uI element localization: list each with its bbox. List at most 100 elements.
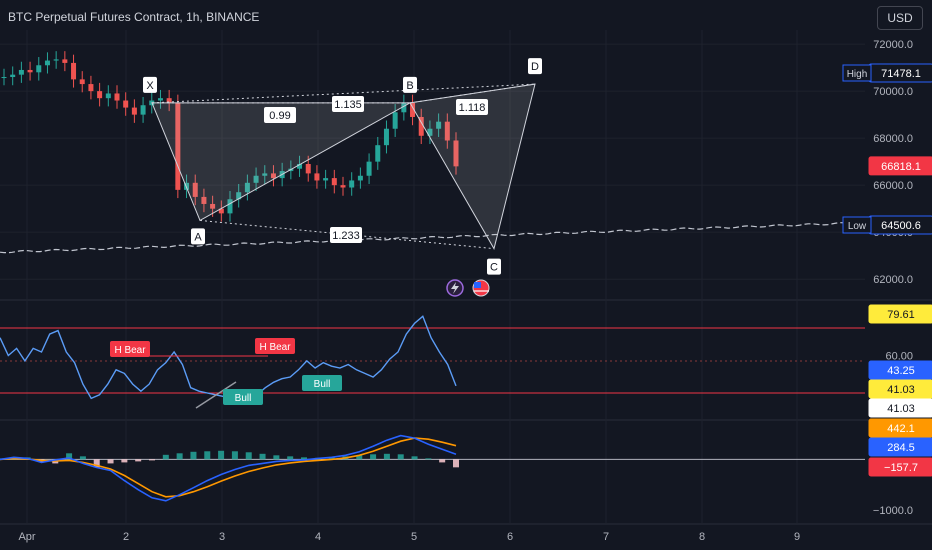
candle-body	[44, 60, 50, 66]
pattern-ratio: 1.233	[330, 227, 362, 243]
macd-value-tag: −157.7	[868, 457, 932, 477]
candle	[175, 94, 181, 199]
lightning-icon	[446, 279, 464, 297]
candle-body	[270, 173, 276, 179]
pattern-bcd	[409, 83, 536, 250]
candle-body	[97, 91, 103, 99]
candle-body	[1, 77, 7, 79]
x-tick-label: 2	[123, 531, 129, 543]
pattern-point-label: B	[406, 80, 413, 92]
x-tick-label: 6	[507, 531, 513, 543]
candle-body	[444, 121, 450, 141]
macd-histogram-bar	[273, 455, 280, 460]
pattern-ratio-label: 1.118	[459, 102, 486, 114]
candle-body	[244, 182, 250, 193]
candle	[62, 51, 68, 72]
pattern-point-label: A	[194, 231, 202, 243]
candle	[79, 71, 85, 93]
price-tag-value: −157.7	[884, 462, 918, 474]
candle-body	[140, 105, 146, 115]
rsi-bull-divergence	[195, 381, 237, 409]
candle-body	[79, 79, 85, 85]
candle-body	[366, 161, 372, 176]
candle-body	[27, 69, 33, 73]
y-tick-label: 60.00	[885, 351, 913, 363]
candle	[44, 52, 50, 74]
price-tag-value: 442.1	[887, 423, 915, 435]
y-tick-label: 66000.0	[873, 180, 913, 192]
macd-histogram-bar	[328, 457, 335, 460]
candle-body	[410, 102, 416, 117]
macd-value-tag: 284.5	[868, 437, 932, 457]
rsi-signal: Bull	[302, 375, 342, 391]
candle	[236, 183, 242, 208]
candle-body	[340, 185, 346, 188]
candle	[71, 54, 77, 88]
macd-histogram-bar	[135, 459, 142, 462]
price-tag-value: 284.5	[887, 442, 915, 454]
rsi-signal-label: Bull	[235, 393, 252, 404]
pattern-ratio: 1.118	[456, 99, 488, 115]
candle	[114, 85, 120, 109]
candle	[201, 188, 207, 213]
pattern-point-label: X	[146, 80, 154, 92]
x-tick-label: 8	[699, 531, 705, 543]
macd-histogram-bar	[162, 454, 169, 460]
candle-body	[253, 175, 259, 183]
candle-body	[375, 145, 381, 162]
candle	[227, 191, 233, 222]
macd-line	[0, 434, 457, 502]
candle-body	[218, 208, 224, 214]
candle	[10, 66, 16, 86]
currency-button[interactable]: USD	[877, 6, 923, 30]
candle	[392, 104, 398, 137]
price-tag-low: 64500.6	[868, 215, 932, 235]
candle-body	[10, 74, 16, 78]
pattern-point-x: X	[143, 76, 157, 93]
candle	[453, 132, 459, 175]
candle-body	[262, 173, 268, 176]
x-tick-label: 3	[219, 531, 225, 543]
macd-histogram-bar	[411, 456, 418, 460]
candle-body	[357, 175, 363, 181]
pattern-point-c: C	[487, 258, 501, 275]
candle-body	[105, 93, 111, 99]
candle-body	[53, 59, 59, 61]
y-tick-label: −1000.0	[873, 505, 913, 517]
candle-body	[131, 107, 137, 115]
candle-body	[18, 69, 24, 75]
candle	[105, 85, 111, 107]
candle-body	[123, 100, 129, 108]
pattern-point-label: C	[490, 262, 498, 274]
candle	[410, 94, 416, 126]
candle	[357, 167, 363, 189]
macd-histogram-bar	[66, 453, 73, 460]
rsi-value-tag: 43.25	[868, 360, 932, 380]
macd-histogram-bar	[287, 456, 294, 460]
pattern-ratio: 1.135	[332, 96, 364, 112]
macd-histogram-bar	[176, 453, 183, 460]
candle	[427, 120, 433, 145]
rsi-signal: Bull	[223, 389, 263, 405]
pattern-xd-line	[151, 83, 536, 104]
candle-body	[88, 84, 94, 92]
macd-histogram-bar	[245, 452, 252, 460]
candle	[36, 57, 42, 81]
candle	[27, 61, 33, 81]
x-tick-label: 7	[603, 531, 609, 543]
candle	[349, 172, 355, 196]
pattern-point-label: D	[531, 61, 539, 73]
candle	[1, 68, 7, 86]
candle-body	[383, 128, 389, 146]
candle	[444, 113, 450, 149]
price-tag-value: 79.61	[887, 309, 915, 321]
pattern-point-b: B	[403, 76, 417, 93]
rsi-value-tag: 41.03	[868, 398, 932, 418]
candle-body	[436, 121, 442, 129]
candle	[53, 51, 59, 69]
candle-body	[175, 102, 181, 190]
y-tick-label: 68000.0	[873, 133, 913, 145]
candle	[157, 89, 163, 109]
high-label: High	[842, 64, 872, 82]
